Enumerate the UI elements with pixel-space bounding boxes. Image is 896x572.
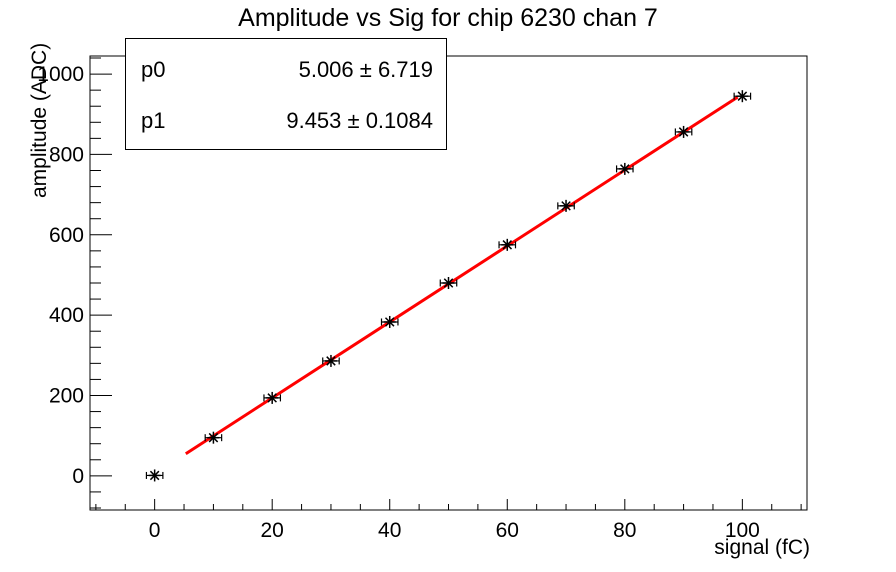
y-tick-label: 400 [49, 304, 84, 327]
data-marker [502, 240, 513, 250]
data-marker [561, 201, 571, 211]
stat-p1-name: p1 [141, 107, 166, 133]
fit-line [184, 95, 739, 455]
data-marker [737, 91, 748, 101]
x-tick-label: 40 [378, 519, 401, 542]
stat-p1-value: 9.453 ± 0.1084 [286, 107, 433, 133]
data-marker [443, 278, 454, 288]
y-tick-label: 0 [72, 465, 84, 488]
x-tick-label: 100 [725, 519, 760, 542]
y-tick-label: 800 [49, 143, 84, 166]
y-tick-label: 200 [49, 384, 84, 407]
chart-title: Amplitude vs Sig for chip 6230 chan 7 [238, 4, 658, 32]
data-marker [384, 317, 395, 327]
y-axis-title: amplitude (ADC) [28, 43, 51, 198]
data-marker [149, 470, 160, 481]
data-marker [326, 356, 336, 366]
stat-row-p0: p0 5.006 ± 6.719 [126, 44, 446, 95]
stat-p0-value: 5.006 ± 6.719 [298, 56, 433, 82]
data-marker [678, 127, 689, 137]
data-marker [208, 432, 219, 443]
stat-p0-name: p0 [141, 56, 166, 82]
x-tick-label: 80 [613, 519, 636, 542]
x-tick-label: 0 [149, 519, 161, 542]
data-marker [267, 393, 277, 403]
data-marker [620, 164, 630, 174]
stat-row-p1: p1 9.453 ± 0.1084 [126, 95, 446, 146]
y-tick-label: 600 [49, 224, 84, 247]
x-tick-label: 20 [261, 519, 284, 542]
x-axis-title: signal (fC) [714, 536, 810, 559]
fit-stats-box: p0 5.006 ± 6.719 p1 9.453 ± 0.1084 [125, 38, 447, 150]
y-tick-label: 1000 [37, 63, 84, 86]
x-tick-label: 60 [496, 519, 519, 542]
